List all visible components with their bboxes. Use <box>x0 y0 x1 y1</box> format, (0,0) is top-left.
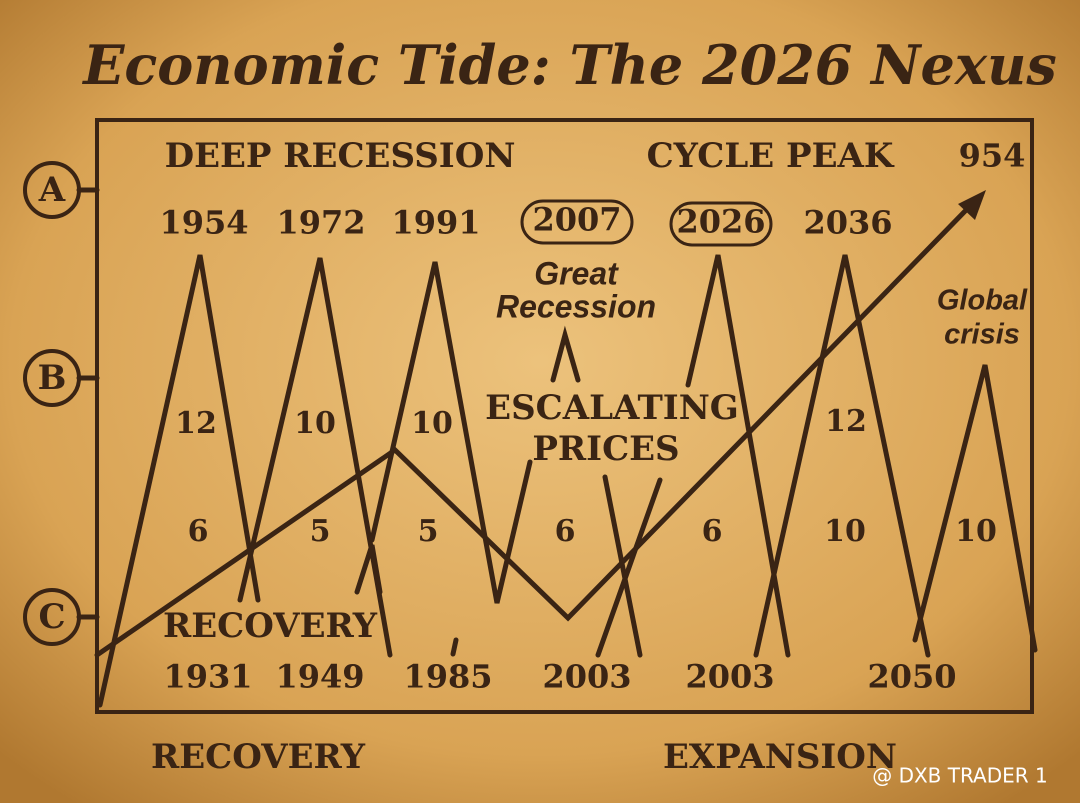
row-label: B <box>38 358 67 398</box>
cycle-line <box>685 254 791 658</box>
low-number: 6 <box>188 514 209 549</box>
highlight-oval <box>669 201 773 247</box>
peak-year: 2026 <box>676 203 765 241</box>
mid-number: 12 <box>825 404 867 439</box>
low-number: 10 <box>955 514 997 549</box>
annotation: crisis <box>944 319 1020 351</box>
bottom-year: 2050 <box>867 658 956 696</box>
bottom-year: 2003 <box>685 658 774 696</box>
mid-number: 10 <box>411 406 453 441</box>
trend-arrowhead <box>958 190 986 220</box>
row-markers: A B C <box>23 161 100 646</box>
low-number: 6 <box>555 514 576 549</box>
row-label: A <box>38 170 66 210</box>
top-label: DEEP RECESSION <box>165 136 516 176</box>
peak-year: 1954 <box>159 204 248 242</box>
frame <box>95 118 1034 714</box>
annotation: ESCALATING <box>485 388 739 428</box>
annotation: Global <box>937 285 1028 317</box>
bottom-year: 1985 <box>403 658 492 696</box>
bottom-year: 1949 <box>275 658 364 696</box>
low-number: 5 <box>418 514 439 549</box>
tick <box>450 637 459 657</box>
low-number: 5 <box>310 514 331 549</box>
watermark: @ DXB TRADER 1 <box>872 764 1048 788</box>
cycle-line <box>595 477 663 658</box>
mid-number: 10 <box>294 406 336 441</box>
cycle-lines <box>94 190 1038 708</box>
annotation: PRICES <box>532 429 679 469</box>
mid-number: 12 <box>175 406 217 441</box>
cycle-line <box>753 254 931 658</box>
peak-year: 1991 <box>391 204 480 242</box>
cycle-line <box>97 254 261 708</box>
cycle-line <box>354 544 383 595</box>
highlight-oval <box>520 199 634 245</box>
annotation: Great <box>534 255 619 291</box>
bottom-year: 2003 <box>542 658 631 696</box>
low-number: 6 <box>702 514 723 549</box>
title: Economic Tide: The 2026 Nexus <box>81 33 1056 97</box>
low-number: 10 <box>824 514 866 549</box>
footer-label: EXPANSION <box>663 737 897 777</box>
annotation: Recession <box>496 288 656 324</box>
bottom-year: 1931 <box>163 658 252 696</box>
cycle-line <box>369 261 533 604</box>
peak-year: 2036 <box>803 204 892 242</box>
cycle-line <box>237 257 393 658</box>
annotation: RECOVERY <box>163 606 378 646</box>
trend-line <box>94 201 975 658</box>
peak-year: 2007 <box>532 201 621 239</box>
top-label: CYCLE PEAK <box>647 136 895 176</box>
caret <box>550 325 581 383</box>
row-label: C <box>38 597 65 637</box>
cycle-line <box>602 474 643 658</box>
top-value: 954 <box>959 137 1026 175</box>
footer-label: RECOVERY <box>151 737 366 777</box>
cycle-line <box>912 364 1038 653</box>
peak-year: 1972 <box>276 204 365 242</box>
